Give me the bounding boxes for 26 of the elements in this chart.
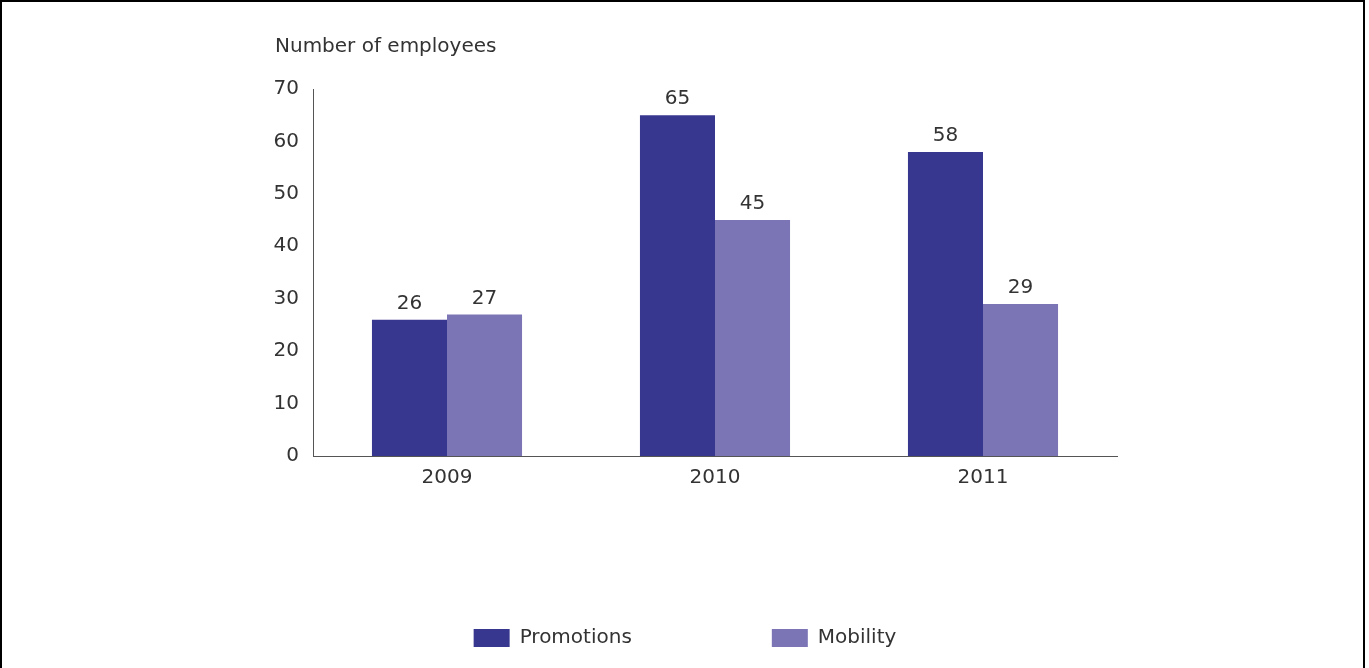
data-label: 29 [1007,274,1034,299]
data-label: 26 [396,289,423,314]
y-tick-label: 20 [273,337,299,362]
bar [371,319,447,456]
bar [907,151,983,456]
y-tick-label: 70 [273,75,299,100]
x-tick-label: 2009 [421,464,473,489]
bar [639,115,715,456]
bar [447,314,523,456]
x-tick-label: 2010 [689,464,741,489]
bar [983,303,1059,456]
y-tick-label: 40 [273,232,299,257]
data-label: 45 [739,190,766,215]
bar [715,220,791,456]
y-tick-label: 30 [273,284,299,309]
x-tick-label: 2011 [957,464,1009,489]
legend-label: Mobility [817,624,897,649]
data-label: 65 [664,85,691,110]
y-tick-label: 50 [273,180,299,205]
legend-label: Promotions [519,624,632,649]
y-axis-title: Number of employees [275,33,497,58]
y-tick-label: 0 [286,442,299,467]
y-tick-label: 10 [273,389,299,414]
data-label: 58 [932,122,959,147]
y-tick-label: 60 [273,127,299,152]
data-label: 27 [471,284,498,309]
